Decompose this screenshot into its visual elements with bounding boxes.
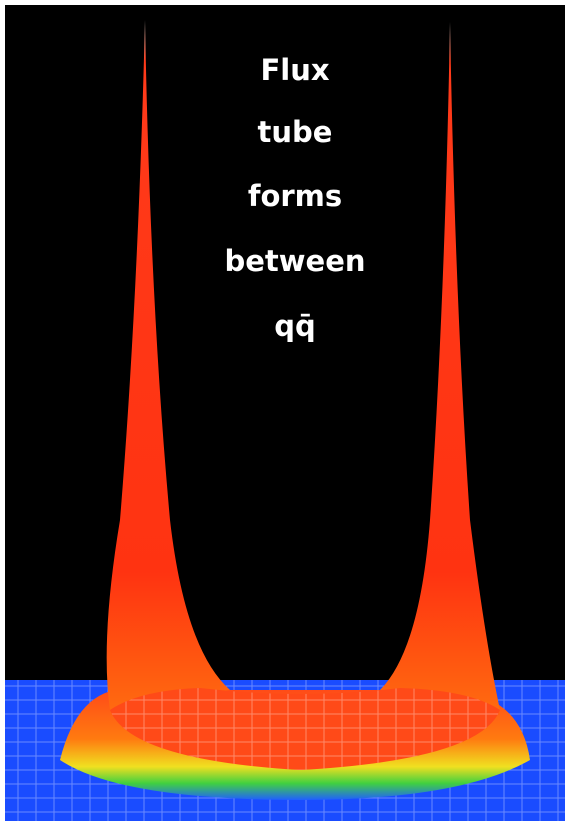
page: Flux tube forms between qq̄ (() => { con… [0,0,570,826]
caption-line: tube [258,115,333,149]
caption-line: between [224,244,365,278]
caption-line: Flux [260,53,329,87]
flux-tube-image: Flux tube forms between qq̄ [0,0,570,826]
caption-line: qq̄ [274,309,316,343]
caption-line: forms [248,179,342,213]
